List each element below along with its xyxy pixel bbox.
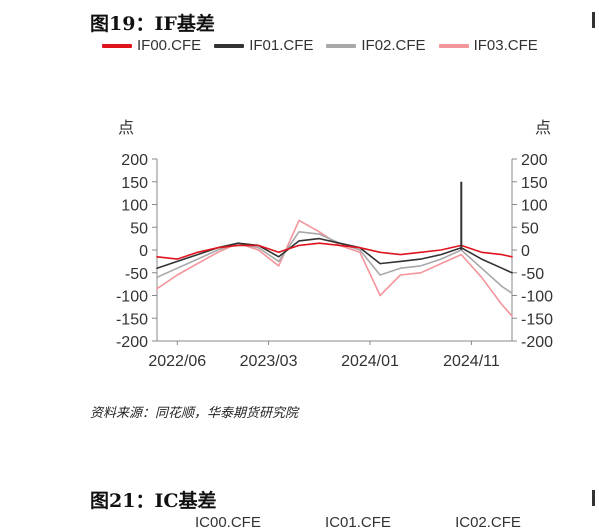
x-tick-label: 2024/01 (341, 353, 399, 370)
left-y-tick-label: -100 (116, 289, 148, 306)
edge-marker-2 (592, 490, 595, 506)
left-y-tick-label: -50 (125, 266, 148, 283)
legend-item-if03: IF03.CFE (438, 37, 538, 54)
next-figure-title: 图21：IC基差 (90, 490, 217, 512)
left-y-tick-label: 0 (139, 243, 148, 260)
x-tick-label: 2022/06 (148, 353, 206, 370)
left-y-tick-label: 50 (130, 220, 148, 237)
legend-swatch-if01 (214, 43, 245, 48)
left-y-tick-label: -200 (116, 334, 148, 351)
left-y-tick-label: -150 (116, 311, 148, 328)
legend-item-if02: IF02.CFE (326, 37, 426, 54)
legend-item-if00: IF00.CFE (102, 37, 201, 54)
legend-label-if03: IF03.CFE (473, 37, 538, 54)
next-legend-ic02: IC02.CFE (455, 514, 521, 531)
basis-line-chart: 200 200 150 150 100 100 50 50 0 0 -50 -50 -100 -100 -1… (116, 152, 553, 370)
x-tick-label: 2023/03 (240, 353, 298, 370)
left-y-tick-label: 150 (121, 175, 148, 192)
series-line-if03-cfe (156, 219, 513, 317)
legend-swatch-if00 (102, 43, 132, 48)
right-y-tick-label: -150 (521, 311, 553, 328)
chart-legend: IF00.CFE IF01.CFE IF02.CFE IF03.CFE (102, 37, 551, 54)
figure-title: 图19：IF基差 (90, 13, 215, 35)
legend-swatch-if03 (438, 43, 469, 48)
right-y-tick-label: 50 (521, 220, 539, 237)
next-legend-ic01: IC01.CFE (325, 514, 391, 531)
series-line-if02-cfe (156, 231, 513, 295)
right-y-tick-label: -200 (521, 334, 553, 351)
x-tick-label: 2024/11 (443, 353, 500, 370)
right-y-tick-label: 200 (521, 152, 548, 169)
right-y-tick-label: 0 (521, 243, 530, 260)
legend-label-if02: IF02.CFE (361, 37, 426, 54)
right-y-tick-label: -50 (521, 266, 544, 283)
right-unit-label: 点 (535, 118, 552, 137)
legend-swatch-if02 (326, 43, 357, 48)
right-y-tick-label: 150 (521, 175, 548, 192)
legend-item-if01: IF01.CFE (214, 37, 313, 54)
legend-label-if01: IF01.CFE (249, 37, 314, 54)
source-note: 资料来源：同花顺，华泰期货研究院 (90, 406, 299, 421)
left-y-tick-label: 100 (121, 198, 148, 215)
left-y-tick-label: 200 (121, 152, 148, 169)
edge-marker (592, 12, 595, 28)
left-unit-label: 点 (118, 118, 135, 137)
legend-label-if00: IF00.CFE (137, 37, 202, 54)
next-legend-ic00: IC00.CFE (195, 514, 261, 531)
right-y-tick-label: -100 (521, 289, 553, 306)
next-figure-legend: IC00.CFE IC01.CFE IC02.CFE (195, 514, 581, 531)
right-y-tick-label: 100 (521, 198, 548, 215)
